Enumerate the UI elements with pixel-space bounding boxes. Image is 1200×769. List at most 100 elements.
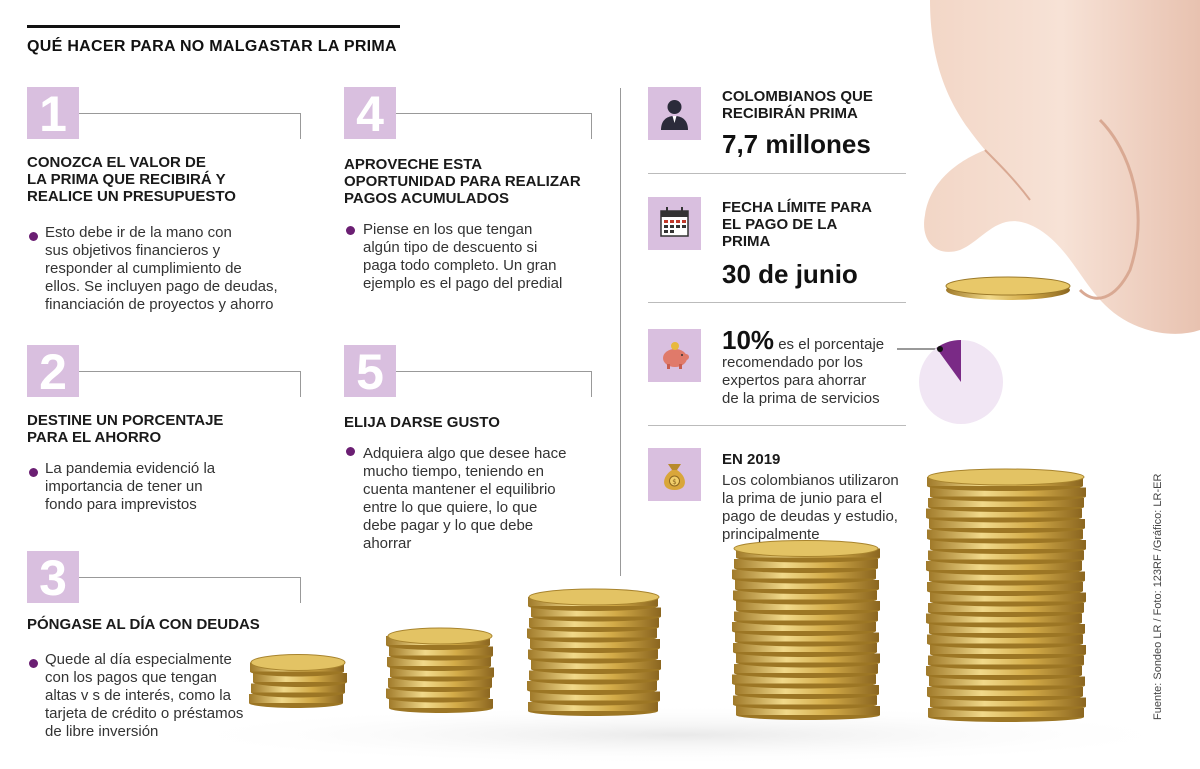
coin-edge	[733, 643, 877, 652]
step-4-body: Piense en los que tengan algún tipo de de…	[363, 221, 563, 292]
coin-edge	[527, 681, 657, 690]
coin-edge	[926, 666, 1082, 675]
step-4-heading: APROVECHE ESTA OPORTUNIDAD PARA REALIZAR P…	[344, 156, 581, 207]
step-4-rule	[396, 113, 592, 139]
money-bag-icon: $	[648, 448, 701, 501]
coin-edge	[736, 601, 880, 610]
step-4-bullet	[346, 226, 355, 235]
coin-edge	[734, 611, 878, 621]
step-1-bullet	[29, 232, 38, 241]
coin-edge	[249, 694, 343, 703]
piggy-bank-icon	[648, 329, 701, 382]
step-5-bullet	[346, 447, 355, 456]
step-3-bullet	[29, 659, 38, 668]
coin-edge	[930, 540, 1086, 549]
coin-stack	[527, 588, 661, 716]
coin-top	[387, 627, 493, 645]
coin-top	[528, 588, 660, 606]
deadline-value: 30 de junio	[722, 259, 858, 289]
coin-edge	[929, 676, 1085, 686]
coin-edge	[387, 657, 491, 666]
hand-image	[924, 0, 1200, 334]
year-2019-heading: EN 2019	[722, 451, 781, 468]
coin-edge	[927, 634, 1083, 644]
coin-edge	[735, 632, 879, 642]
pie-leader-dot	[937, 346, 943, 352]
coin-edge	[930, 592, 1086, 602]
coin-edge	[528, 702, 658, 711]
coin-edge	[928, 498, 1084, 507]
coin-edge	[389, 646, 493, 656]
coin-top	[927, 468, 1085, 486]
coin-edge	[253, 673, 347, 682]
step-2-bullet	[29, 468, 38, 477]
deadline-heading: FECHA LÍMITE PARA EL PAGO DE LA PRIMA	[722, 199, 872, 250]
coin-edge	[929, 571, 1085, 581]
coin-edge	[929, 624, 1085, 633]
savings-text: 10% es el porcentaje recomendado por los…	[722, 325, 885, 407]
coin-edge	[928, 708, 1084, 717]
coin-stack	[386, 627, 494, 713]
separator	[648, 173, 906, 174]
coin-edge	[732, 622, 876, 631]
coin-top	[733, 540, 879, 557]
coin-edge	[927, 687, 1083, 696]
coin-edge	[736, 706, 880, 715]
coin-edge	[930, 697, 1086, 707]
step-5-heading: ELIJA DARSE GUSTO	[344, 414, 500, 431]
coin-stack	[732, 540, 880, 720]
coin-edge	[732, 569, 876, 579]
coin-edge	[927, 582, 1083, 591]
step-2-number: 2	[27, 345, 79, 399]
step-3-body: Quede al día especialmente con los pagos …	[45, 651, 244, 740]
step-1-heading: CONOZCA EL VALOR DE LA PRIMA QUE RECIBIRÁ…	[27, 154, 236, 205]
coin-edge	[929, 519, 1085, 528]
coin-edge	[732, 674, 876, 684]
coin-edge	[928, 550, 1084, 560]
coin-edge	[529, 618, 659, 627]
step-2-body: La pandemia evidenció la importancia de t…	[45, 460, 216, 513]
source-credit: Fuente: Sondeo LR / Foto: 123RF /Gráfico…	[1152, 473, 1164, 720]
step-1-rule	[79, 113, 301, 139]
step-5-number: 5	[344, 345, 396, 399]
coin-stack	[249, 654, 347, 708]
coin-edge	[926, 561, 1082, 570]
coin-edge	[527, 628, 657, 638]
page-title: QUÉ HACER PARA NO MALGASTAR LA PRIMA	[27, 38, 397, 55]
calendar-icon	[648, 197, 701, 250]
coin-edge	[928, 655, 1084, 665]
coin-edge	[928, 603, 1084, 612]
column-divider	[620, 88, 621, 576]
coin-edge	[389, 699, 493, 708]
coin-edge	[927, 529, 1083, 539]
coin-edge	[733, 695, 877, 705]
person-icon	[648, 87, 701, 140]
step-3-number: 3	[27, 551, 79, 605]
separator	[648, 425, 906, 426]
coin-edge	[251, 683, 345, 693]
step-2-rule	[79, 371, 301, 397]
recipients-heading: COLOMBIANOS QUE RECIBIRÁN PRIMA	[722, 88, 873, 122]
coin-edge	[736, 653, 880, 663]
svg-text:$: $	[672, 478, 676, 486]
savings-percent: 10%	[722, 325, 775, 355]
coin-edge	[733, 590, 877, 600]
separator	[648, 302, 906, 303]
savings-pie-chart	[897, 339, 1003, 424]
step-5-rule	[396, 371, 592, 397]
coin-edge	[528, 649, 658, 659]
step-5-body: Adquiera algo que desee hace mucho tiempo…	[363, 445, 567, 552]
coin-edge	[926, 508, 1082, 518]
step-2-heading: DESTINE UN PORCENTAJE PARA EL AHORRO	[27, 412, 224, 446]
coin-stack	[926, 468, 1086, 722]
coin-edge	[390, 667, 494, 677]
coin-edge	[388, 678, 492, 687]
step-4-number: 4	[344, 87, 396, 141]
coin-edge	[734, 664, 878, 673]
coin-edge	[529, 670, 659, 680]
coin-edge	[735, 685, 879, 694]
step-3-rule	[79, 577, 301, 603]
coin-edge	[530, 639, 660, 648]
step-1-body: Esto debe ir de la mano con sus objetivos…	[45, 224, 278, 313]
